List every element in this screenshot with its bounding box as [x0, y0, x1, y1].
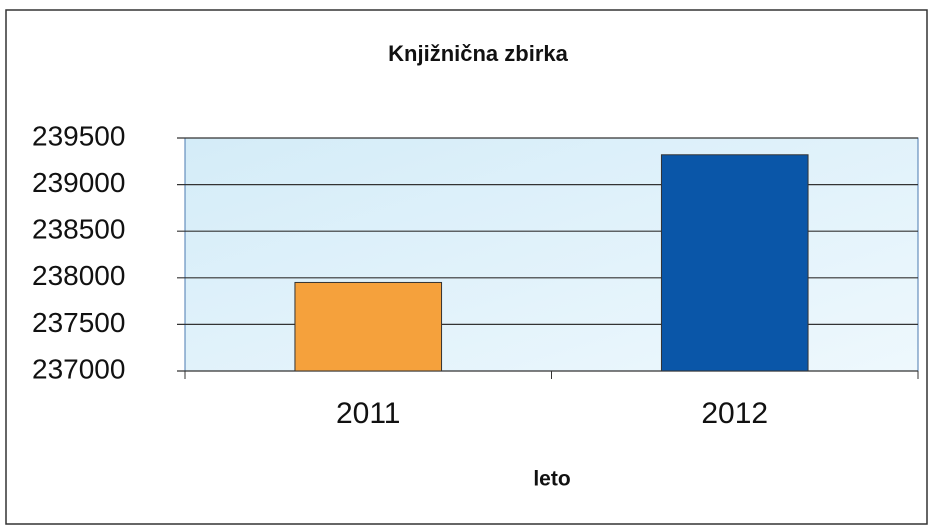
y-tick-label: 238000 [32, 260, 125, 291]
y-tick-label: 237500 [32, 307, 125, 338]
bar [294, 281, 443, 372]
y-tick-label: 237000 [32, 353, 125, 384]
x-tick-label: 2011 [336, 397, 401, 430]
x-axis-label: leto [533, 468, 570, 491]
bar [660, 154, 809, 372]
y-tick-label: 239500 [32, 120, 125, 151]
chart-title: Knjižnična zbirka [388, 41, 568, 66]
y-tick-label: 239000 [32, 167, 125, 198]
y-tick-label: 238500 [32, 214, 125, 245]
x-tick-label: 2012 [701, 397, 768, 430]
